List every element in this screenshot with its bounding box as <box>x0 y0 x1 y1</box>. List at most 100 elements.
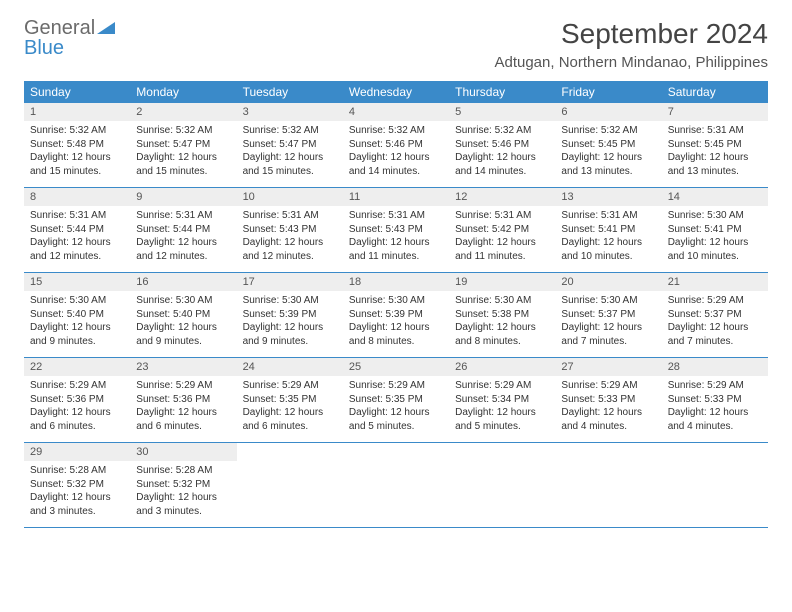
daylight-text-1: Daylight: 12 hours <box>30 491 124 505</box>
calendar-day: 10Sunrise: 5:31 AMSunset: 5:43 PMDayligh… <box>237 188 343 272</box>
daylight-text-1: Daylight: 12 hours <box>455 236 549 250</box>
calendar-day: 16Sunrise: 5:30 AMSunset: 5:40 PMDayligh… <box>130 273 236 357</box>
sunset-text: Sunset: 5:39 PM <box>349 308 443 322</box>
day-number: 5 <box>449 103 555 121</box>
day-number: 7 <box>662 103 768 121</box>
day-number: 21 <box>662 273 768 291</box>
daylight-text-2: and 6 minutes. <box>136 420 230 434</box>
calendar-day: 24Sunrise: 5:29 AMSunset: 5:35 PMDayligh… <box>237 358 343 442</box>
calendar-week-row: 15Sunrise: 5:30 AMSunset: 5:40 PMDayligh… <box>24 273 768 358</box>
calendar-day-empty <box>662 443 768 527</box>
day-details: Sunrise: 5:30 AMSunset: 5:40 PMDaylight:… <box>130 291 236 354</box>
sunrise-text: Sunrise: 5:31 AM <box>30 209 124 223</box>
sunset-text: Sunset: 5:42 PM <box>455 223 549 237</box>
calendar-day: 25Sunrise: 5:29 AMSunset: 5:35 PMDayligh… <box>343 358 449 442</box>
sunset-text: Sunset: 5:34 PM <box>455 393 549 407</box>
daylight-text-1: Daylight: 12 hours <box>349 236 443 250</box>
sunset-text: Sunset: 5:39 PM <box>243 308 337 322</box>
calendar-day: 2Sunrise: 5:32 AMSunset: 5:47 PMDaylight… <box>130 103 236 187</box>
day-number: 8 <box>24 188 130 206</box>
calendar-day-empty <box>449 443 555 527</box>
day-number: 3 <box>237 103 343 121</box>
calendar-day: 12Sunrise: 5:31 AMSunset: 5:42 PMDayligh… <box>449 188 555 272</box>
calendar: Sunday Monday Tuesday Wednesday Thursday… <box>24 81 768 528</box>
daylight-text-2: and 4 minutes. <box>668 420 762 434</box>
sunset-text: Sunset: 5:44 PM <box>136 223 230 237</box>
daylight-text-1: Daylight: 12 hours <box>668 321 762 335</box>
sunset-text: Sunset: 5:33 PM <box>561 393 655 407</box>
daylight-text-1: Daylight: 12 hours <box>30 236 124 250</box>
calendar-day: 22Sunrise: 5:29 AMSunset: 5:36 PMDayligh… <box>24 358 130 442</box>
sunrise-text: Sunrise: 5:29 AM <box>668 294 762 308</box>
daylight-text-1: Daylight: 12 hours <box>30 406 124 420</box>
day-details: Sunrise: 5:31 AMSunset: 5:45 PMDaylight:… <box>662 121 768 184</box>
daylight-text-2: and 11 minutes. <box>349 250 443 264</box>
weekday-header-row: Sunday Monday Tuesday Wednesday Thursday… <box>24 81 768 103</box>
day-number: 15 <box>24 273 130 291</box>
day-details: Sunrise: 5:31 AMSunset: 5:43 PMDaylight:… <box>237 206 343 269</box>
day-details: Sunrise: 5:32 AMSunset: 5:46 PMDaylight:… <box>343 121 449 184</box>
sunset-text: Sunset: 5:36 PM <box>136 393 230 407</box>
day-number: 24 <box>237 358 343 376</box>
sunrise-text: Sunrise: 5:29 AM <box>668 379 762 393</box>
daylight-text-1: Daylight: 12 hours <box>561 236 655 250</box>
day-number: 29 <box>24 443 130 461</box>
calendar-week-row: 22Sunrise: 5:29 AMSunset: 5:36 PMDayligh… <box>24 358 768 443</box>
day-number: 6 <box>555 103 661 121</box>
calendar-day: 27Sunrise: 5:29 AMSunset: 5:33 PMDayligh… <box>555 358 661 442</box>
daylight-text-1: Daylight: 12 hours <box>455 321 549 335</box>
day-number: 14 <box>662 188 768 206</box>
day-number: 10 <box>237 188 343 206</box>
daylight-text-1: Daylight: 12 hours <box>561 321 655 335</box>
location-label: Adtugan, Northern Mindanao, Philippines <box>494 54 768 71</box>
calendar-week-row: 8Sunrise: 5:31 AMSunset: 5:44 PMDaylight… <box>24 188 768 273</box>
calendar-day: 7Sunrise: 5:31 AMSunset: 5:45 PMDaylight… <box>662 103 768 187</box>
daylight-text-2: and 5 minutes. <box>455 420 549 434</box>
calendar-day-empty <box>237 443 343 527</box>
day-details: Sunrise: 5:31 AMSunset: 5:44 PMDaylight:… <box>130 206 236 269</box>
sunrise-text: Sunrise: 5:28 AM <box>136 464 230 478</box>
header: General Blue September 2024 Adtugan, Nor… <box>24 18 768 71</box>
daylight-text-1: Daylight: 12 hours <box>243 236 337 250</box>
daylight-text-2: and 13 minutes. <box>668 165 762 179</box>
day-number: 22 <box>24 358 130 376</box>
sunset-text: Sunset: 5:46 PM <box>349 138 443 152</box>
sunset-text: Sunset: 5:44 PM <box>30 223 124 237</box>
sunset-text: Sunset: 5:41 PM <box>668 223 762 237</box>
daylight-text-1: Daylight: 12 hours <box>243 406 337 420</box>
day-number: 2 <box>130 103 236 121</box>
daylight-text-1: Daylight: 12 hours <box>243 321 337 335</box>
calendar-day: 30Sunrise: 5:28 AMSunset: 5:32 PMDayligh… <box>130 443 236 527</box>
day-details: Sunrise: 5:30 AMSunset: 5:40 PMDaylight:… <box>24 291 130 354</box>
calendar-day: 3Sunrise: 5:32 AMSunset: 5:47 PMDaylight… <box>237 103 343 187</box>
daylight-text-2: and 4 minutes. <box>561 420 655 434</box>
day-number: 16 <box>130 273 236 291</box>
sunrise-text: Sunrise: 5:30 AM <box>243 294 337 308</box>
sunset-text: Sunset: 5:45 PM <box>668 138 762 152</box>
day-details: Sunrise: 5:29 AMSunset: 5:37 PMDaylight:… <box>662 291 768 354</box>
sunrise-text: Sunrise: 5:32 AM <box>30 124 124 138</box>
daylight-text-1: Daylight: 12 hours <box>30 151 124 165</box>
day-number: 23 <box>130 358 236 376</box>
calendar-day-empty <box>343 443 449 527</box>
sunrise-text: Sunrise: 5:31 AM <box>349 209 443 223</box>
daylight-text-2: and 6 minutes. <box>30 420 124 434</box>
logo: General Blue <box>24 18 115 58</box>
daylight-text-1: Daylight: 12 hours <box>668 406 762 420</box>
daylight-text-1: Daylight: 12 hours <box>136 236 230 250</box>
weekday-header: Thursday <box>449 81 555 103</box>
sunset-text: Sunset: 5:47 PM <box>243 138 337 152</box>
sunset-text: Sunset: 5:32 PM <box>30 478 124 492</box>
weekday-header: Sunday <box>24 81 130 103</box>
day-number: 12 <box>449 188 555 206</box>
weekday-header: Wednesday <box>343 81 449 103</box>
day-details: Sunrise: 5:32 AMSunset: 5:46 PMDaylight:… <box>449 121 555 184</box>
sunrise-text: Sunrise: 5:30 AM <box>668 209 762 223</box>
day-details: Sunrise: 5:29 AMSunset: 5:35 PMDaylight:… <box>343 376 449 439</box>
sunset-text: Sunset: 5:36 PM <box>30 393 124 407</box>
daylight-text-2: and 14 minutes. <box>349 165 443 179</box>
sunrise-text: Sunrise: 5:30 AM <box>30 294 124 308</box>
daylight-text-1: Daylight: 12 hours <box>349 406 443 420</box>
daylight-text-2: and 12 minutes. <box>30 250 124 264</box>
sunrise-text: Sunrise: 5:28 AM <box>30 464 124 478</box>
